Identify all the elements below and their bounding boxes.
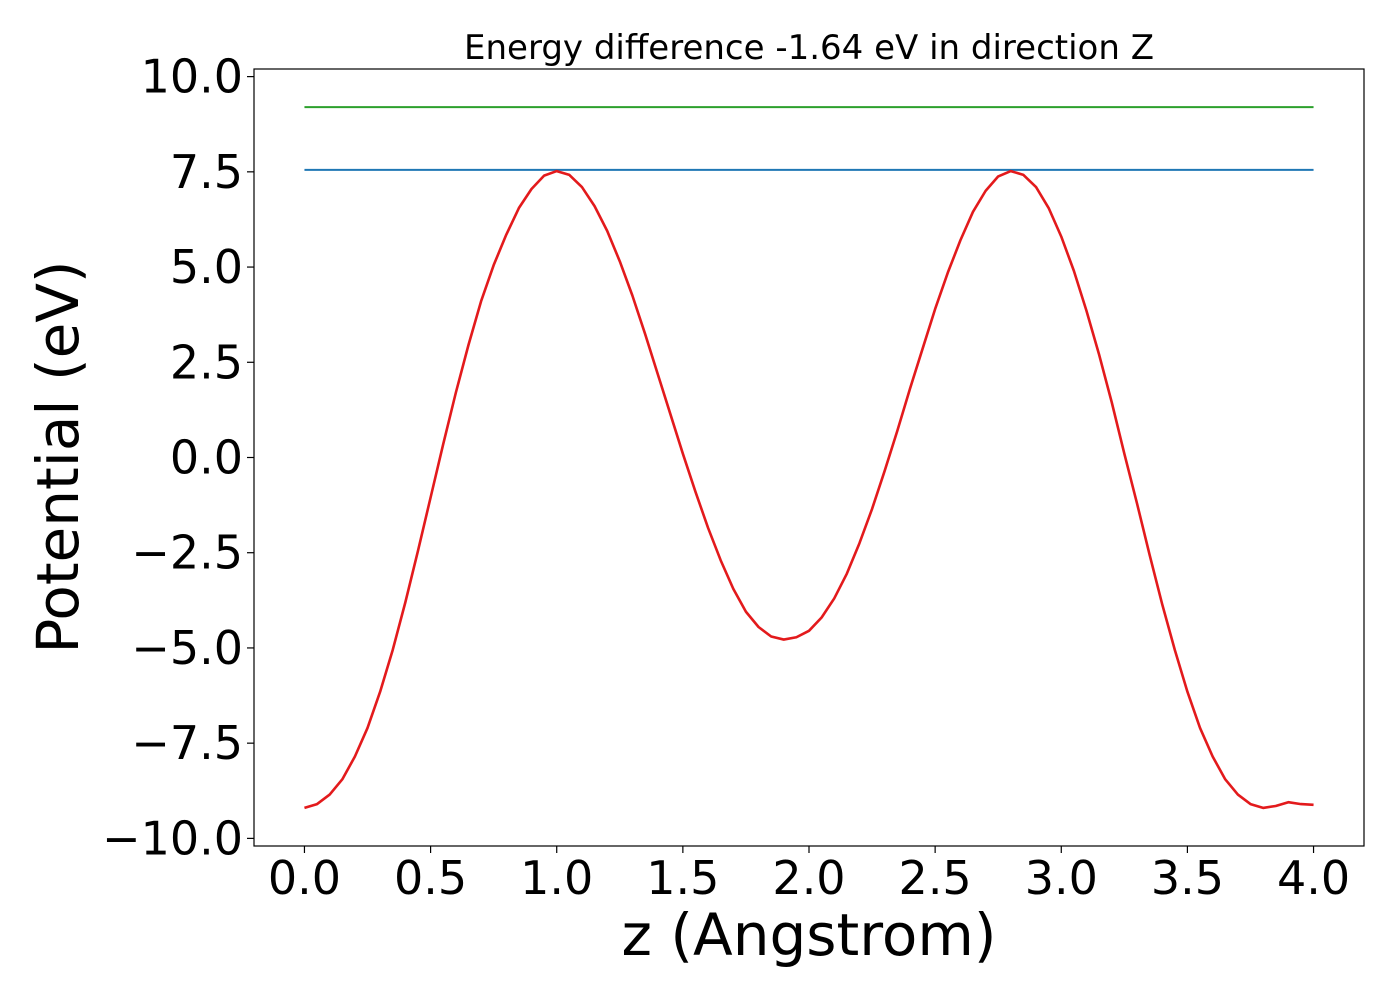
y-tick-label: 7.5 — [170, 145, 243, 199]
series-layer — [304, 106, 1314, 810]
x-tick-label: 4.0 — [1277, 851, 1350, 905]
x-tick-label: 1.5 — [646, 851, 719, 905]
y-tick-label: −7.5 — [131, 716, 243, 770]
y-tick-label: −2.5 — [131, 526, 243, 580]
y-axis-label: Potential (eV) — [24, 260, 92, 653]
x-tick-label: 3.5 — [1151, 851, 1224, 905]
x-axis-ticks: 0.0 0.5 1.0 1.5 2.0 2.5 3.0 3.5 4.0 — [268, 846, 1350, 905]
x-tick-label: 0.5 — [394, 851, 467, 905]
series-line-3 — [304, 169, 1314, 810]
x-tick-label: 2.5 — [899, 851, 972, 905]
x-tick-label: 3.0 — [1025, 851, 1098, 905]
y-tick-label: 2.5 — [170, 335, 243, 389]
x-tick-label: 1.0 — [520, 851, 593, 905]
chart-title: Energy difference -1.64 eV in direction … — [464, 28, 1154, 68]
y-tick-label: 5.0 — [170, 240, 243, 294]
x-axis-label: z (Angstrom) — [622, 901, 997, 969]
x-tick-label: 0.0 — [268, 851, 341, 905]
y-tick-label: 10.0 — [141, 50, 243, 104]
y-tick-label: 0.0 — [170, 431, 243, 485]
y-tick-label: −10.0 — [102, 811, 243, 865]
x-tick-label: 2.0 — [772, 851, 845, 905]
y-axis-ticks: 10.0 7.5 5.0 2.5 0.0 −2.5 −5.0 −7.5 −10.0 — [102, 50, 254, 865]
y-tick-label: −5.0 — [131, 621, 243, 675]
